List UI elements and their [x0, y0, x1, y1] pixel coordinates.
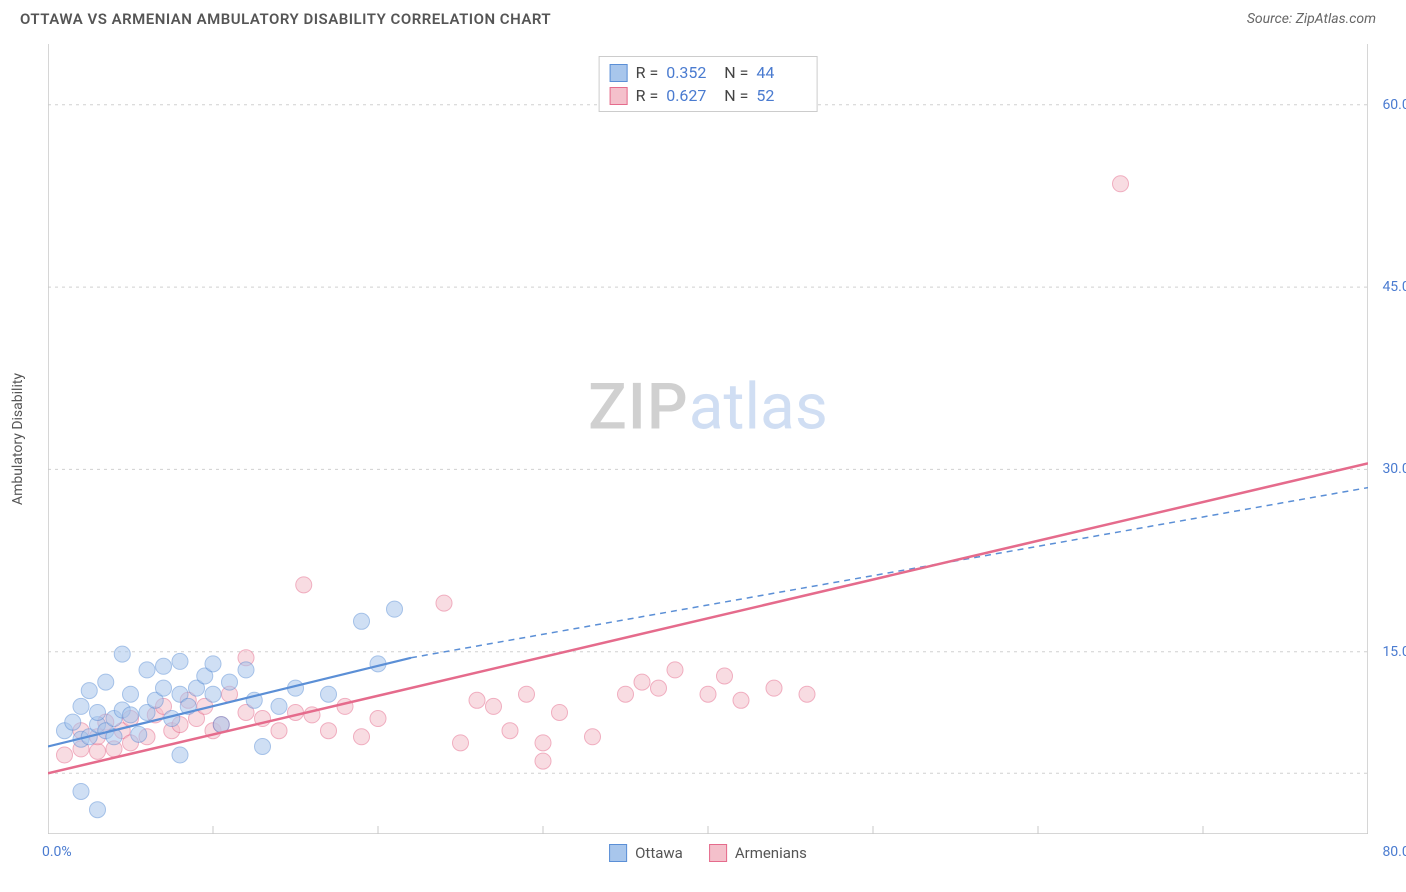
- scatter-plot: [48, 44, 1368, 834]
- x-tick-end: 80.0%: [1382, 844, 1406, 860]
- stats-row-ottawa: R = 0.352 N = 44: [610, 61, 807, 84]
- r-label: R =: [636, 86, 659, 105]
- n-label: N =: [724, 86, 748, 105]
- r-value-ottawa: 0.352: [666, 63, 716, 82]
- r-label: R =: [636, 63, 659, 82]
- legend-item-ottawa: Ottawa: [609, 844, 683, 862]
- legend-swatch-armenians: [709, 844, 727, 862]
- r-value-armenians: 0.627: [666, 86, 716, 105]
- swatch-ottawa: [610, 64, 628, 82]
- n-value-armenians: 52: [756, 86, 806, 105]
- legend-item-armenians: Armenians: [709, 844, 807, 862]
- y-tick-label: 15.0%: [1382, 644, 1406, 660]
- stats-row-armenians: R = 0.627 N = 52: [610, 84, 807, 107]
- chart-title: OTTAWA VS ARMENIAN AMBULATORY DISABILITY…: [20, 10, 551, 28]
- chart-area: Ambulatory Disability ZIPatlas R = 0.352…: [48, 44, 1368, 834]
- stats-legend: R = 0.352 N = 44 R = 0.627 N = 52: [599, 56, 818, 112]
- legend-label-armenians: Armenians: [735, 844, 807, 862]
- source-label: Source: ZipAtlas.com: [1247, 11, 1376, 27]
- swatch-armenians: [610, 87, 628, 105]
- y-axis-label: Ambulatory Disability: [10, 373, 26, 505]
- n-label: N =: [724, 63, 748, 82]
- x-tick-start: 0.0%: [42, 844, 72, 860]
- header-bar: OTTAWA VS ARMENIAN AMBULATORY DISABILITY…: [0, 0, 1406, 34]
- legend-swatch-ottawa: [609, 844, 627, 862]
- y-tick-label: 60.0%: [1382, 97, 1406, 113]
- y-tick-label: 45.0%: [1382, 279, 1406, 295]
- legend-label-ottawa: Ottawa: [635, 844, 683, 862]
- n-value-ottawa: 44: [756, 63, 806, 82]
- y-tick-label: 30.0%: [1382, 461, 1406, 477]
- bottom-legend: Ottawa Armenians: [609, 844, 807, 862]
